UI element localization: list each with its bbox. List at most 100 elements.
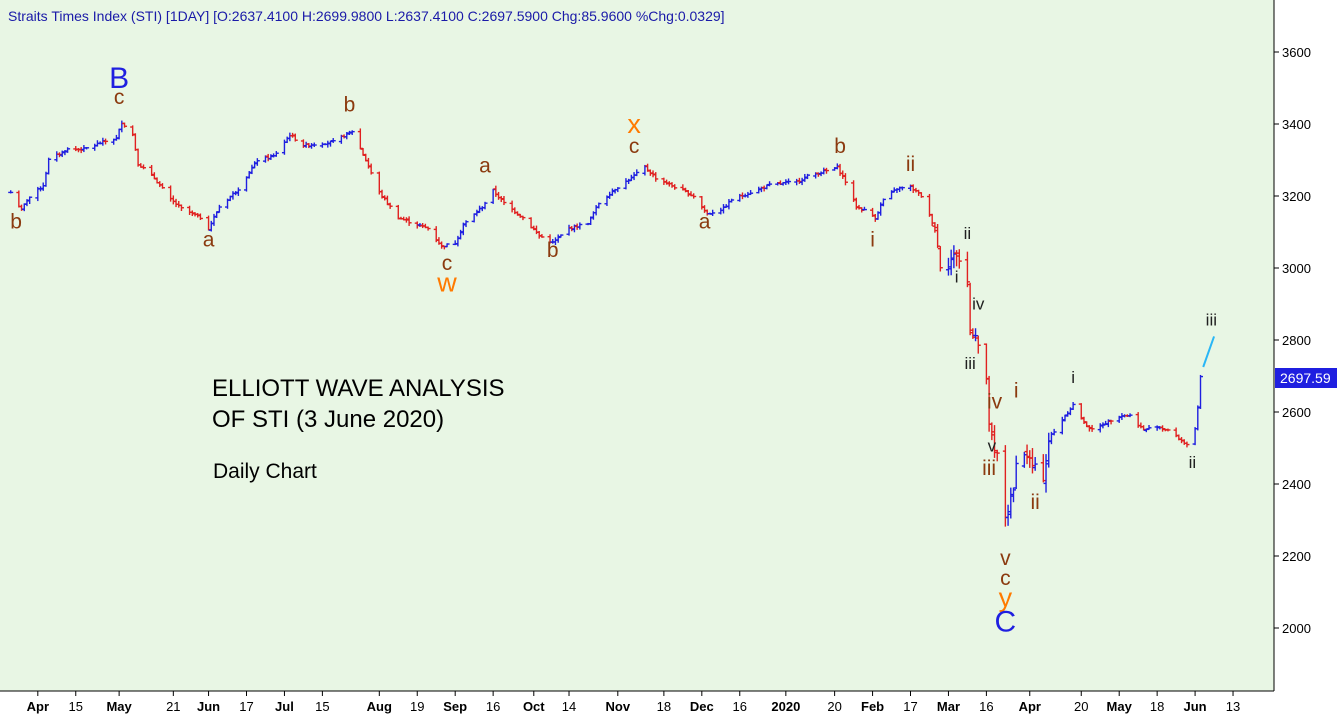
wave-label: v xyxy=(988,437,997,456)
price-bar xyxy=(216,204,222,213)
annotation-title-line1: ELLIOTT WAVE ANALYSIS xyxy=(212,375,505,402)
price-bar xyxy=(444,243,450,248)
annotation-subtitle: Daily Chart xyxy=(213,460,317,483)
price-bar xyxy=(729,198,735,203)
x-tick-label: 16 xyxy=(486,699,500,714)
price-bar xyxy=(103,138,109,145)
price-bar xyxy=(558,234,564,238)
price-bar xyxy=(273,151,279,157)
x-tick-label: Jul xyxy=(275,699,294,714)
price-bar xyxy=(463,220,469,228)
x-tick-label: 2020 xyxy=(771,699,800,714)
wave-label: a xyxy=(479,155,491,178)
wave-label: ii xyxy=(906,153,915,176)
y-tick-label: 3600 xyxy=(1282,45,1311,60)
price-bar xyxy=(615,187,621,193)
x-tick-label: 18 xyxy=(1150,699,1164,714)
x-tick-label: Sep xyxy=(443,699,467,714)
price-bar xyxy=(501,195,507,206)
x-tick-label: May xyxy=(106,699,132,714)
x-tick-label: Apr xyxy=(27,699,49,714)
x-tick-label: 15 xyxy=(69,699,83,714)
wave-label: b xyxy=(344,93,356,116)
price-bar xyxy=(197,213,203,220)
price-bar xyxy=(387,202,393,209)
wave-label: c xyxy=(442,252,453,275)
wave-label: x xyxy=(627,109,641,139)
x-axis: Apr 15 May 21 Jun 17 Jul 15 Aug 19 Sep 16 Oct 14 Nov 18… xyxy=(27,691,1240,714)
last-price-tag xyxy=(1275,368,1337,388)
price-bar xyxy=(159,183,165,189)
y-tick-label: 3000 xyxy=(1282,261,1311,276)
x-tick-label: Jun xyxy=(1184,699,1207,714)
wave-labels: BcbabcwabxcabiiiiiiiviiiivviiivcyCiiiiii… xyxy=(10,62,1217,639)
x-tick-label: 16 xyxy=(979,699,993,714)
plot-background xyxy=(0,0,1274,691)
y-tick-label: 2200 xyxy=(1282,549,1311,564)
price-bar xyxy=(122,122,128,128)
wave-label: y xyxy=(999,582,1013,612)
wave-label: iii xyxy=(964,354,975,373)
price-bar xyxy=(842,173,848,186)
wave-label: w xyxy=(436,267,457,297)
price-bar xyxy=(1013,455,1019,490)
wave-label: c xyxy=(1000,567,1011,590)
wave-label: ii xyxy=(1031,491,1040,514)
annotation-title-line2: OF STI (3 June 2020) xyxy=(212,406,444,433)
price-bar xyxy=(748,190,754,196)
price-bar xyxy=(1070,402,1076,410)
price-bar xyxy=(330,138,336,143)
x-tick-label: Mar xyxy=(937,699,960,714)
price-bar xyxy=(425,226,431,231)
wave-label: iv xyxy=(972,294,985,313)
wave-label: iii xyxy=(1206,311,1217,330)
price-bar xyxy=(1100,422,1106,429)
price-bar xyxy=(1051,428,1057,436)
price-bar xyxy=(292,133,298,142)
y-tick-label: 3200 xyxy=(1282,189,1311,204)
price-bar xyxy=(406,216,412,226)
x-tick-label: 20 xyxy=(827,699,841,714)
x-axis-background xyxy=(0,691,1274,723)
wave-label: c xyxy=(629,135,640,158)
price-bar xyxy=(1165,428,1171,432)
wave-label: i xyxy=(955,267,959,286)
wave-label: a xyxy=(699,210,711,233)
price-bar xyxy=(975,335,981,354)
y-tick-label: 2600 xyxy=(1282,405,1311,420)
price-bar xyxy=(539,234,545,238)
chart-header: Straits Times Index (STI) [1DAY] [O:2637… xyxy=(8,8,725,24)
x-tick-label: Dec xyxy=(690,699,714,714)
wave-label: iv xyxy=(987,390,1003,413)
price-bar xyxy=(311,142,317,148)
price-bar xyxy=(823,167,829,174)
wave-label: c xyxy=(114,86,125,109)
price-bars xyxy=(8,120,1215,527)
axis-background xyxy=(1274,0,1341,723)
x-tick-label: 17 xyxy=(239,699,253,714)
x-tick-label: Feb xyxy=(861,699,884,714)
wave-label: v xyxy=(1000,547,1011,570)
price-bar xyxy=(368,163,374,175)
price-bar xyxy=(596,202,602,209)
y-tick-label: 2000 xyxy=(1282,621,1311,636)
x-tick-label: Nov xyxy=(606,699,631,714)
price-bar xyxy=(577,222,583,230)
price-bar xyxy=(235,187,241,196)
wave-label: b xyxy=(10,210,22,233)
y-tick-label: 3400 xyxy=(1282,117,1311,132)
price-bar xyxy=(691,193,697,199)
wave-label: a xyxy=(203,228,215,251)
price-bar xyxy=(1127,413,1133,418)
wave-label: b xyxy=(547,239,559,262)
x-tick-label: 19 xyxy=(410,699,424,714)
x-tick-label: Apr xyxy=(1019,699,1041,714)
x-tick-label: Aug xyxy=(367,699,392,714)
x-tick-label: 14 xyxy=(562,699,576,714)
price-bar xyxy=(520,215,526,221)
x-tick-label: Oct xyxy=(523,699,545,714)
x-tick-label: 16 xyxy=(733,699,747,714)
x-tick-label: 18 xyxy=(657,699,671,714)
wave-label: b xyxy=(834,135,846,158)
